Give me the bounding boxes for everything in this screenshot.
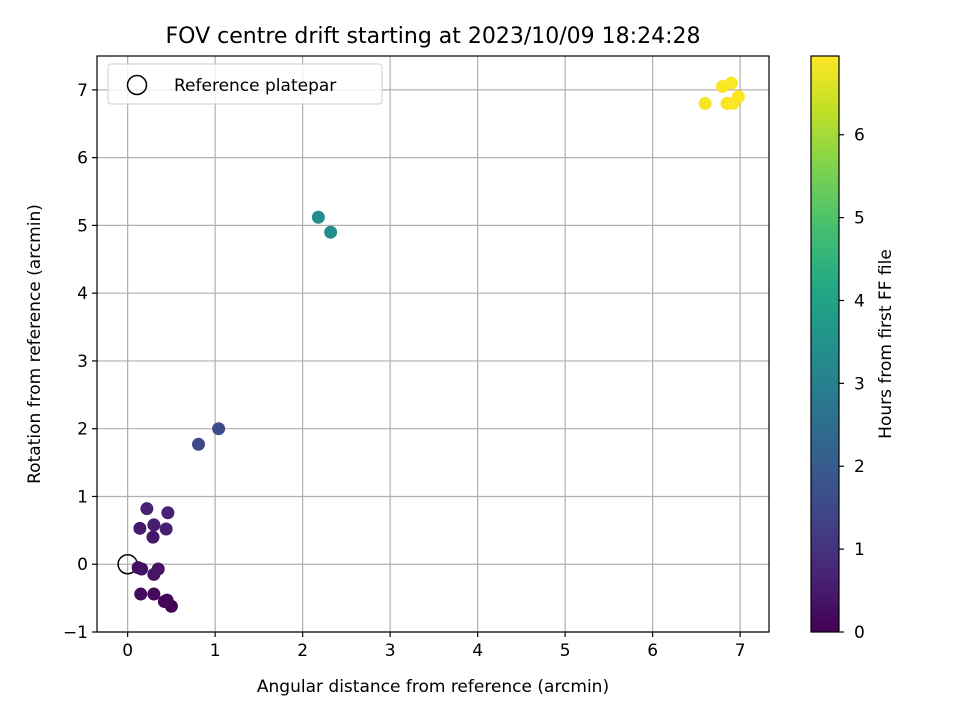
data-point: [134, 587, 148, 601]
chart-title: FOV centre drift starting at 2023/10/09 …: [166, 24, 701, 49]
x-tick-label: 6: [647, 641, 658, 661]
data-point: [151, 562, 165, 576]
y-tick-label: 2: [77, 420, 88, 440]
data-point: [311, 210, 325, 224]
y-tick-label: 0: [77, 555, 88, 575]
plot-area: 0 1 2 3 4 5 6 7 −1 0 1 2 3 4 5 6 7: [63, 55, 770, 661]
legend: Reference platepar: [107, 63, 383, 105]
y-axis-label: Rotation from reference (arcmin): [25, 204, 45, 484]
x-tick-label: 5: [560, 641, 571, 661]
axes-frame: [96, 55, 770, 633]
colorbar-tick-label: 2: [854, 457, 865, 477]
colorbar-ticks: 0 1 2 3 4 5 6: [839, 126, 865, 643]
data-point: [147, 518, 161, 532]
y-tick-label: −1: [63, 623, 88, 643]
y-tick-label: 6: [77, 149, 88, 169]
x-tick-label: 0: [122, 641, 133, 661]
data-point: [161, 506, 175, 520]
x-tick-label: 3: [385, 641, 396, 661]
data-point: [698, 96, 712, 110]
colorbar-tick-label: 6: [854, 126, 865, 146]
legend-marker: [126, 74, 148, 96]
data-point: [192, 437, 205, 451]
x-axis-label: Angular distance from reference (arcmin): [257, 677, 609, 697]
y-tick-label: 5: [77, 216, 88, 236]
data-point: [147, 587, 161, 601]
data-point: [212, 422, 226, 436]
legend-label: Reference platepar: [174, 76, 336, 96]
data-point: [135, 562, 149, 576]
x-tick-label: 2: [297, 641, 308, 661]
data-point: [157, 595, 171, 609]
data-point: [133, 521, 147, 535]
data-point: [146, 530, 160, 544]
colorbar-tick-label: 0: [854, 623, 865, 643]
y-tick-label: 4: [77, 284, 88, 304]
colorbar-tick-label: 5: [854, 209, 865, 229]
x-tick-label: 1: [210, 641, 221, 661]
data-point: [140, 502, 154, 516]
colorbar-tick-label: 4: [854, 291, 865, 311]
colorbar-gradient: [810, 55, 840, 633]
y-tick-label: 7: [77, 81, 88, 101]
colorbar-tick-label: 1: [854, 540, 865, 560]
data-point: [724, 76, 738, 90]
data-point: [159, 522, 173, 536]
data-point: [324, 225, 338, 239]
x-tick-label: 4: [472, 641, 483, 661]
x-tick-label: 7: [735, 641, 746, 661]
colorbar-label: Hours from first FF file: [876, 249, 896, 439]
colorbar-tick-label: 3: [854, 374, 865, 394]
legend-box: [107, 63, 383, 105]
data-point: [731, 90, 745, 104]
y-tick-label: 1: [77, 487, 88, 507]
y-tick-label: 3: [77, 352, 88, 372]
colorbar: 0 1 2 3 4 5 6 Hours from first FF file: [810, 55, 896, 643]
